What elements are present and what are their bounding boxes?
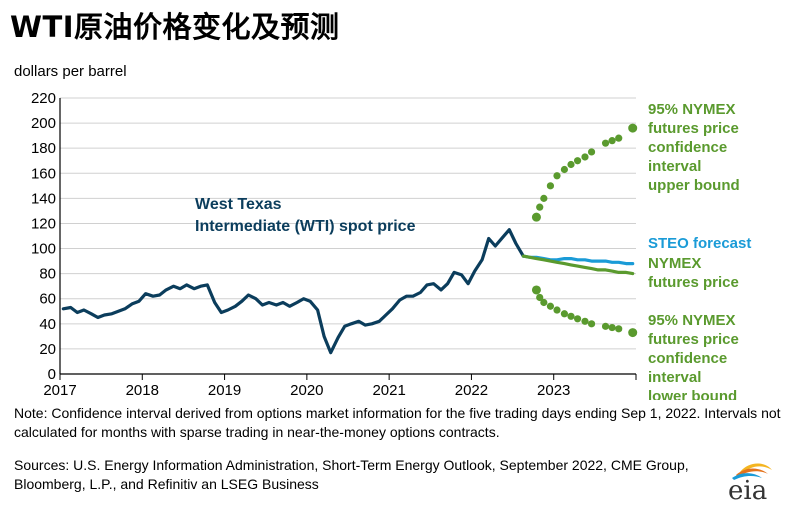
upper-point [567,160,575,169]
lower-bound-annotation: 95% NYMEX [648,312,736,329]
x-tick-label: 2021 [372,382,405,399]
page-title: WTI原油价格变化及预测 [10,10,340,44]
upper-point [560,165,569,174]
x-tick-label: 2018 [126,382,159,399]
sources-text: Sources: U.S. Energy Information Adminis… [14,457,689,492]
y-tick-label: 100 [31,241,56,258]
annotations: West Texas Intermediate (WTI) spot price 9… [195,101,751,400]
upper-point [540,194,548,202]
lower-point [560,310,569,318]
x-tick-label: 2019 [208,382,241,399]
x-tick-label: 2017 [43,382,76,399]
lower-point [615,325,623,333]
lower-point [628,328,638,338]
y-tick-label: 140 [31,190,56,207]
upper-point [581,153,589,161]
lower-point [553,306,561,314]
wti-line [61,228,525,355]
y-axis-label: dollars per barrel [14,63,127,80]
lower-point [540,298,548,307]
lower-point [587,320,596,328]
upper-point [608,137,616,145]
upper-bound-annotation: 95% NYMEX [648,101,736,118]
eia-logo: eia [728,463,772,503]
x-tick-label: 2022 [455,382,488,399]
nymex-line [521,254,635,276]
lower-point [573,315,582,323]
lower-point [567,312,575,320]
y-tick-label: 60 [39,291,56,308]
y-tick-label: 0 [48,366,56,383]
gridlines [59,97,636,375]
y-tick-label: 40 [39,316,56,333]
y-tick-label: 80 [39,266,56,283]
lower-point [601,322,610,330]
y-tick-label: 220 [31,90,56,107]
nymex-annotation: futures price [648,274,739,291]
upper-point [573,157,582,165]
lower-bound-annotation: confidence [648,350,727,367]
y-tick-label: 160 [31,165,56,182]
wti-annotation: Intermediate (WTI) spot price [195,218,416,235]
upper-bound-annotation: confidence [648,139,727,156]
x-tick-labels: 2017 2018 2019 2020 2021 2022 2023 [43,374,637,399]
lower-bound-annotation: interval [648,369,701,386]
y-tick-label: 120 [31,215,56,232]
nymex-annotation: NYMEX [648,255,701,272]
lower-bound-annotation: futures price [648,331,739,348]
upper-point [536,203,544,211]
upper-point [553,172,561,180]
lower-point [608,323,616,332]
lower-point [531,285,541,295]
upper-point [546,182,555,190]
x-tick-label: 2023 [537,382,570,399]
upper-bound-annotation: futures price [648,120,739,137]
upper-point [531,212,541,222]
upper-point [628,123,638,133]
lower-point [546,302,555,310]
upper-point [615,134,623,142]
eia-logo-text: eia [728,476,767,503]
steo-annotation: STEO forecast [648,235,751,252]
series-layer [61,123,638,355]
lower-point [581,317,589,325]
y-tick-label: 180 [31,140,56,157]
wti-annotation: West Texas [195,196,282,213]
y-tick-labels: 0 20 40 60 80 100 120 140 160 180 200 220 [31,90,56,383]
upper-point [601,139,610,147]
lower-bound-annotation: lower bound [648,388,737,400]
y-tick-label: 200 [31,115,56,132]
x-tick-label: 2020 [290,382,323,399]
upper-bound-annotation: upper bound [648,177,740,194]
upper-point [587,148,596,156]
upper-bound-annotation: interval [648,158,701,175]
lower-point [536,293,544,302]
note-text: Note: Confidence interval derived from o… [14,405,781,440]
y-tick-label: 20 [39,341,56,358]
